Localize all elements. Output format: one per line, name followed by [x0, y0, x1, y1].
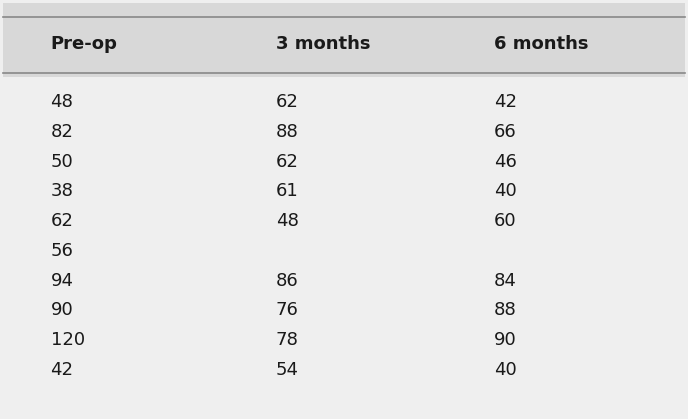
- Text: 6 months: 6 months: [494, 35, 589, 53]
- Text: 42: 42: [50, 361, 74, 379]
- Text: 42: 42: [494, 93, 517, 111]
- Text: 40: 40: [494, 182, 517, 200]
- Text: 88: 88: [494, 301, 517, 319]
- Text: 78: 78: [276, 331, 299, 349]
- Text: 76: 76: [276, 301, 299, 319]
- Text: 88: 88: [276, 123, 299, 141]
- Text: 56: 56: [50, 242, 74, 260]
- Text: 61: 61: [276, 182, 299, 200]
- Text: 86: 86: [276, 272, 299, 290]
- Text: 120: 120: [50, 331, 85, 349]
- Text: 90: 90: [50, 301, 74, 319]
- Text: 90: 90: [494, 331, 517, 349]
- Text: 62: 62: [276, 93, 299, 111]
- Text: 54: 54: [276, 361, 299, 379]
- Text: 40: 40: [494, 361, 517, 379]
- Text: 66: 66: [494, 123, 517, 141]
- Text: 50: 50: [50, 153, 74, 171]
- Text: 3 months: 3 months: [276, 35, 370, 53]
- Text: 48: 48: [50, 93, 74, 111]
- Text: Pre-op: Pre-op: [50, 35, 118, 53]
- Text: 46: 46: [494, 153, 517, 171]
- Text: 82: 82: [50, 123, 74, 141]
- Text: 38: 38: [50, 182, 74, 200]
- Text: 84: 84: [494, 272, 517, 290]
- Text: 48: 48: [276, 212, 299, 230]
- FancyBboxPatch shape: [3, 3, 685, 77]
- Text: 60: 60: [494, 212, 517, 230]
- Text: 62: 62: [276, 153, 299, 171]
- Text: 94: 94: [50, 272, 74, 290]
- Text: 62: 62: [50, 212, 74, 230]
